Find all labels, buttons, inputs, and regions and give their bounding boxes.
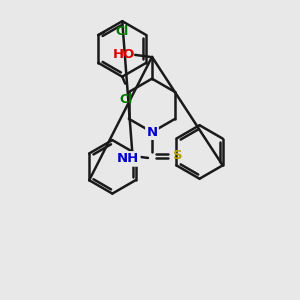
- Text: S: S: [173, 149, 183, 162]
- Text: NH: NH: [117, 152, 139, 165]
- Text: Cl: Cl: [120, 92, 133, 106]
- Text: N: N: [146, 126, 158, 139]
- Text: HO: HO: [113, 48, 135, 62]
- Text: Cl: Cl: [115, 25, 128, 38]
